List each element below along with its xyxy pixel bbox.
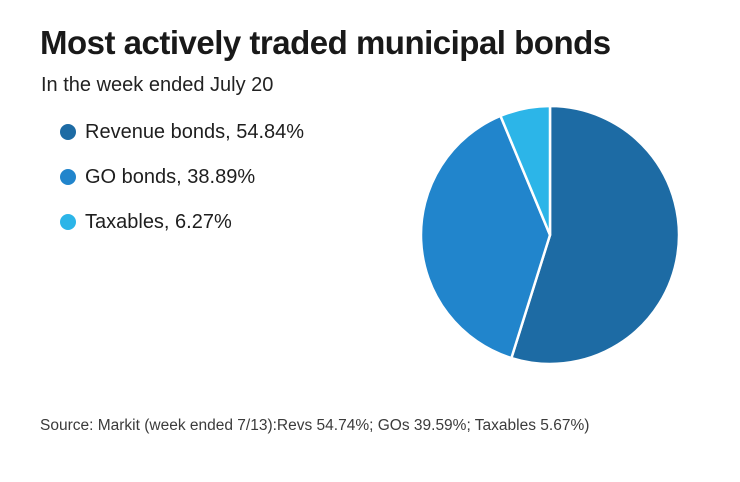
chart-legend: Revenue bonds, 54.84% GO bonds, 38.89% T… bbox=[60, 117, 304, 252]
legend-item-revenue-bonds: Revenue bonds, 54.84% bbox=[60, 117, 304, 147]
legend-label: Taxables, 6.27% bbox=[85, 210, 232, 233]
pie-slice-taxables bbox=[499, 104, 552, 237]
legend-item-taxables: Taxables, 6.27% bbox=[60, 207, 304, 237]
legend-swatch-icon bbox=[60, 124, 76, 140]
pie-slice-revenue-bonds bbox=[510, 104, 681, 366]
legend-label: GO bonds, 38.89% bbox=[85, 165, 256, 188]
chart-subtitle: In the week ended July 20 bbox=[41, 74, 274, 96]
pie-slice-go-bonds bbox=[419, 114, 552, 360]
legend-swatch-icon bbox=[60, 214, 76, 230]
source-attribution: Source: Markit (week ended 7/13):Revs 54… bbox=[40, 417, 590, 434]
pie-chart bbox=[418, 103, 682, 367]
pie-chart-svg bbox=[419, 104, 681, 366]
page-title: Most actively traded municipal bonds bbox=[40, 24, 611, 61]
legend-swatch-icon bbox=[60, 169, 76, 185]
legend-item-go-bonds: GO bonds, 38.89% bbox=[60, 162, 304, 192]
legend-label: Revenue bonds, 54.84% bbox=[85, 120, 305, 143]
